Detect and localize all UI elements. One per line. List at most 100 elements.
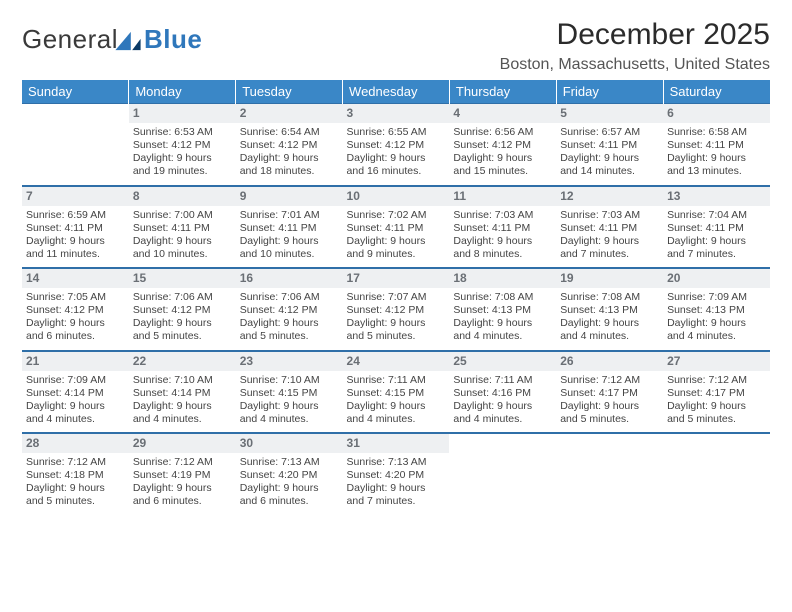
daylight-text: Daylight: 9 hours and 6 minutes. <box>26 317 125 343</box>
calendar-cell: 8Sunrise: 7:00 AMSunset: 4:11 PMDaylight… <box>129 186 236 269</box>
sunrise-text: Sunrise: 7:13 AM <box>240 456 339 469</box>
day-info: Sunrise: 7:11 AMSunset: 4:16 PMDaylight:… <box>449 371 556 433</box>
day-number: 20 <box>663 269 770 288</box>
day-number: 27 <box>663 352 770 371</box>
daylight-text: Daylight: 9 hours and 4 minutes. <box>240 400 339 426</box>
calendar-cell: 7Sunrise: 6:59 AMSunset: 4:11 PMDaylight… <box>22 186 129 269</box>
sunset-text: Sunset: 4:15 PM <box>240 387 339 400</box>
sunset-text: Sunset: 4:12 PM <box>347 139 446 152</box>
sunrise-text: Sunrise: 6:56 AM <box>453 126 552 139</box>
calendar-row: 21Sunrise: 7:09 AMSunset: 4:14 PMDayligh… <box>22 351 770 434</box>
day-info: Sunrise: 7:12 AMSunset: 4:18 PMDaylight:… <box>22 453 129 515</box>
sunrise-text: Sunrise: 7:05 AM <box>26 291 125 304</box>
day-number: 30 <box>236 434 343 453</box>
day-info: Sunrise: 6:55 AMSunset: 4:12 PMDaylight:… <box>343 123 450 185</box>
day-info: Sunrise: 7:03 AMSunset: 4:11 PMDaylight:… <box>556 206 663 268</box>
sunrise-text: Sunrise: 7:01 AM <box>240 209 339 222</box>
daylight-text: Daylight: 9 hours and 5 minutes. <box>667 400 766 426</box>
day-info: Sunrise: 7:10 AMSunset: 4:15 PMDaylight:… <box>236 371 343 433</box>
calendar-table: Sunday Monday Tuesday Wednesday Thursday… <box>22 80 770 515</box>
calendar-cell: 25Sunrise: 7:11 AMSunset: 4:16 PMDayligh… <box>449 351 556 434</box>
day-header: Thursday <box>449 80 556 104</box>
daylight-text: Daylight: 9 hours and 5 minutes. <box>560 400 659 426</box>
calendar-cell: 29Sunrise: 7:12 AMSunset: 4:19 PMDayligh… <box>129 433 236 515</box>
calendar-cell: 9Sunrise: 7:01 AMSunset: 4:11 PMDaylight… <box>236 186 343 269</box>
day-info: Sunrise: 7:10 AMSunset: 4:14 PMDaylight:… <box>129 371 236 433</box>
day-number: 29 <box>129 434 236 453</box>
day-info: Sunrise: 7:13 AMSunset: 4:20 PMDaylight:… <box>236 453 343 515</box>
day-info: Sunrise: 6:59 AMSunset: 4:11 PMDaylight:… <box>22 206 129 268</box>
daylight-text: Daylight: 9 hours and 4 minutes. <box>560 317 659 343</box>
sunset-text: Sunset: 4:13 PM <box>453 304 552 317</box>
daylight-text: Daylight: 9 hours and 7 minutes. <box>667 235 766 261</box>
day-header: Wednesday <box>343 80 450 104</box>
daylight-text: Daylight: 9 hours and 4 minutes. <box>133 400 232 426</box>
sunrise-text: Sunrise: 7:12 AM <box>26 456 125 469</box>
day-number: 24 <box>343 352 450 371</box>
calendar-cell: 1Sunrise: 6:53 AMSunset: 4:12 PMDaylight… <box>129 104 236 186</box>
title-block: December 2025 Boston, Massachusetts, Uni… <box>500 18 770 74</box>
day-number: 12 <box>556 187 663 206</box>
day-number: 31 <box>343 434 450 453</box>
sunset-text: Sunset: 4:12 PM <box>240 304 339 317</box>
sunrise-text: Sunrise: 7:04 AM <box>667 209 766 222</box>
daylight-text: Daylight: 9 hours and 10 minutes. <box>133 235 232 261</box>
calendar-row: 7Sunrise: 6:59 AMSunset: 4:11 PMDaylight… <box>22 186 770 269</box>
day-number: 4 <box>449 104 556 123</box>
day-info: Sunrise: 7:12 AMSunset: 4:17 PMDaylight:… <box>556 371 663 433</box>
day-number: 17 <box>343 269 450 288</box>
sunrise-text: Sunrise: 7:12 AM <box>560 374 659 387</box>
day-info: Sunrise: 6:56 AMSunset: 4:12 PMDaylight:… <box>449 123 556 185</box>
sunset-text: Sunset: 4:19 PM <box>133 469 232 482</box>
calendar-cell: 20Sunrise: 7:09 AMSunset: 4:13 PMDayligh… <box>663 268 770 351</box>
calendar-row: 1Sunrise: 6:53 AMSunset: 4:12 PMDaylight… <box>22 104 770 186</box>
day-header: Monday <box>129 80 236 104</box>
calendar-cell <box>22 104 129 186</box>
sunrise-text: Sunrise: 6:57 AM <box>560 126 659 139</box>
calendar-cell <box>449 433 556 515</box>
sunset-text: Sunset: 4:11 PM <box>560 139 659 152</box>
day-number: 21 <box>22 352 129 371</box>
daylight-text: Daylight: 9 hours and 5 minutes. <box>26 482 125 508</box>
logo-word2: Blue <box>144 24 202 55</box>
sunset-text: Sunset: 4:11 PM <box>453 222 552 235</box>
day-info: Sunrise: 6:58 AMSunset: 4:11 PMDaylight:… <box>663 123 770 185</box>
daylight-text: Daylight: 9 hours and 10 minutes. <box>240 235 339 261</box>
calendar-cell: 13Sunrise: 7:04 AMSunset: 4:11 PMDayligh… <box>663 186 770 269</box>
sunset-text: Sunset: 4:17 PM <box>560 387 659 400</box>
day-info: Sunrise: 7:08 AMSunset: 4:13 PMDaylight:… <box>556 288 663 350</box>
sunrise-text: Sunrise: 7:02 AM <box>347 209 446 222</box>
calendar-cell: 19Sunrise: 7:08 AMSunset: 4:13 PMDayligh… <box>556 268 663 351</box>
calendar-cell: 14Sunrise: 7:05 AMSunset: 4:12 PMDayligh… <box>22 268 129 351</box>
sunrise-text: Sunrise: 6:55 AM <box>347 126 446 139</box>
sunset-text: Sunset: 4:14 PM <box>133 387 232 400</box>
day-number: 15 <box>129 269 236 288</box>
sunrise-text: Sunrise: 7:12 AM <box>133 456 232 469</box>
day-header: Friday <box>556 80 663 104</box>
calendar-cell: 12Sunrise: 7:03 AMSunset: 4:11 PMDayligh… <box>556 186 663 269</box>
calendar-cell: 10Sunrise: 7:02 AMSunset: 4:11 PMDayligh… <box>343 186 450 269</box>
day-info: Sunrise: 7:12 AMSunset: 4:17 PMDaylight:… <box>663 371 770 433</box>
sunrise-text: Sunrise: 7:06 AM <box>240 291 339 304</box>
sunset-text: Sunset: 4:11 PM <box>240 222 339 235</box>
day-info: Sunrise: 7:06 AMSunset: 4:12 PMDaylight:… <box>129 288 236 350</box>
calendar-cell: 6Sunrise: 6:58 AMSunset: 4:11 PMDaylight… <box>663 104 770 186</box>
daylight-text: Daylight: 9 hours and 4 minutes. <box>453 317 552 343</box>
calendar-cell: 27Sunrise: 7:12 AMSunset: 4:17 PMDayligh… <box>663 351 770 434</box>
calendar-cell: 31Sunrise: 7:13 AMSunset: 4:20 PMDayligh… <box>343 433 450 515</box>
logo-text: General <box>22 24 118 55</box>
sunset-text: Sunset: 4:11 PM <box>347 222 446 235</box>
sunrise-text: Sunrise: 7:03 AM <box>560 209 659 222</box>
day-info: Sunrise: 7:09 AMSunset: 4:13 PMDaylight:… <box>663 288 770 350</box>
sunset-text: Sunset: 4:11 PM <box>133 222 232 235</box>
day-number: 5 <box>556 104 663 123</box>
day-info: Sunrise: 7:02 AMSunset: 4:11 PMDaylight:… <box>343 206 450 268</box>
sunset-text: Sunset: 4:12 PM <box>347 304 446 317</box>
day-number: 18 <box>449 269 556 288</box>
calendar-cell: 2Sunrise: 6:54 AMSunset: 4:12 PMDaylight… <box>236 104 343 186</box>
day-info: Sunrise: 7:13 AMSunset: 4:20 PMDaylight:… <box>343 453 450 515</box>
day-number: 22 <box>129 352 236 371</box>
calendar-cell: 18Sunrise: 7:08 AMSunset: 4:13 PMDayligh… <box>449 268 556 351</box>
sunset-text: Sunset: 4:18 PM <box>26 469 125 482</box>
calendar-cell: 15Sunrise: 7:06 AMSunset: 4:12 PMDayligh… <box>129 268 236 351</box>
